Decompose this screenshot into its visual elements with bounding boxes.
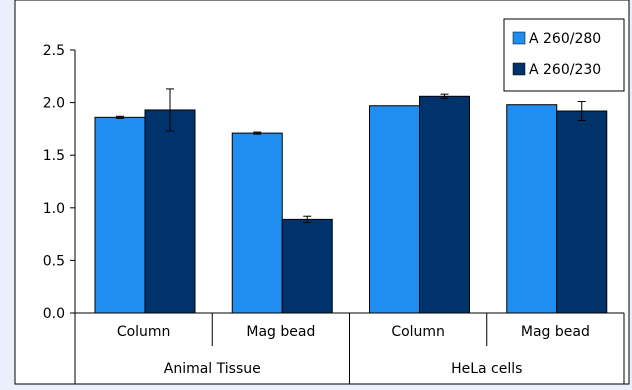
- legend: A 260/280 A 260/230: [503, 18, 625, 92]
- y-tick-label: 0.0: [43, 306, 65, 322]
- y-axis: 0.0 0.5 1.0 1.5 2.0 2.5: [43, 43, 76, 322]
- x-group-label: Animal Tissue: [164, 361, 261, 377]
- y-tick-label: 2.0: [43, 96, 65, 112]
- x-category-label: Mag bead: [521, 324, 590, 340]
- bar-a260-230: [556, 110, 608, 314]
- legend-swatch: [512, 31, 526, 45]
- y-tick-label: 1.0: [43, 201, 65, 217]
- bar-a260-230: [281, 218, 333, 314]
- legend-box: [503, 18, 625, 92]
- x-category-label: Mag bead: [246, 324, 315, 340]
- bar-a260-230: [419, 95, 470, 314]
- legend-label: A 260/230: [529, 62, 601, 78]
- bar-a260-280: [94, 116, 146, 314]
- bar-a260-280: [506, 104, 558, 314]
- bars: [94, 88, 608, 314]
- y-tick-label: 0.5: [43, 253, 65, 269]
- x-category-label: Column: [391, 324, 445, 340]
- x-category-label: Column: [117, 324, 171, 340]
- y-tick-label: 2.5: [43, 43, 65, 59]
- y-tick-label: 1.5: [43, 148, 65, 164]
- bar-a260-280: [369, 105, 420, 314]
- x-group-label: HeLa cells: [451, 361, 522, 377]
- x-axis: Column Mag bead Column Mag bead Animal Tissu…: [74, 312, 625, 384]
- legend-swatch: [512, 62, 526, 76]
- legend-label: A 260/280: [529, 31, 601, 47]
- bar-a260-280: [231, 132, 283, 314]
- bar-a260-230: [144, 109, 196, 314]
